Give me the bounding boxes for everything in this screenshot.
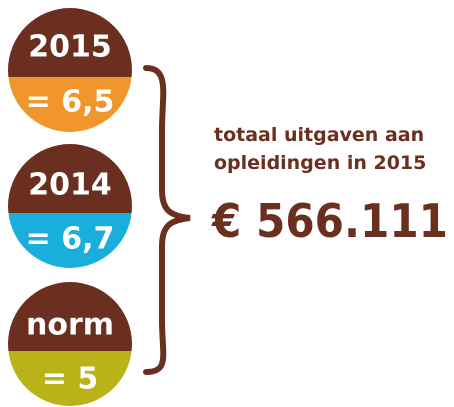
circle-label: 2014 [28, 168, 112, 203]
brace [143, 65, 191, 375]
summary-amount: € 566.111 [211, 194, 448, 248]
circle-value: = 6,5 [26, 85, 115, 120]
summary-line: totaal uitgaven aan [214, 124, 424, 146]
circle-norm: norm = 5 [8, 282, 132, 406]
circle-value: = 5 [42, 362, 98, 397]
circle-2014: 2014 = 6,7 [8, 144, 132, 268]
summary-line: opleidingen in 2015 [214, 152, 426, 174]
circle-label: norm [26, 308, 114, 343]
circle-2015: 2015 = 6,5 [8, 8, 132, 132]
circle-label: 2015 [28, 30, 112, 65]
circle-value: = 6,7 [26, 222, 115, 257]
